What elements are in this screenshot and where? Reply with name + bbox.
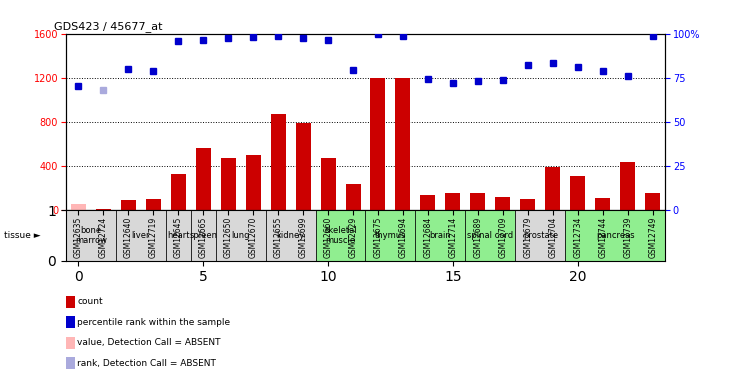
Text: rank, Detection Call = ABSENT: rank, Detection Call = ABSENT xyxy=(77,359,216,368)
FancyBboxPatch shape xyxy=(166,210,191,261)
Bar xyxy=(420,195,436,210)
Bar xyxy=(71,204,86,210)
FancyBboxPatch shape xyxy=(316,210,366,261)
Text: prostate: prostate xyxy=(523,231,558,240)
FancyBboxPatch shape xyxy=(515,210,565,261)
Text: count: count xyxy=(77,297,103,306)
Bar xyxy=(620,162,635,210)
Bar xyxy=(246,155,260,210)
Text: pancreas: pancreas xyxy=(596,231,635,240)
Text: GDS423 / 45677_at: GDS423 / 45677_at xyxy=(54,22,162,33)
Bar xyxy=(595,198,610,210)
Text: spinal cord: spinal cord xyxy=(467,231,513,240)
Text: lung: lung xyxy=(232,231,250,240)
FancyBboxPatch shape xyxy=(565,210,665,261)
Bar xyxy=(145,199,161,210)
FancyBboxPatch shape xyxy=(66,210,115,261)
Text: heart: heart xyxy=(167,231,189,240)
Text: liver: liver xyxy=(132,231,150,240)
FancyBboxPatch shape xyxy=(466,210,515,261)
Bar xyxy=(445,194,461,210)
Bar xyxy=(346,184,360,210)
Text: kidney: kidney xyxy=(276,231,305,240)
Text: percentile rank within the sample: percentile rank within the sample xyxy=(77,318,230,327)
FancyBboxPatch shape xyxy=(191,210,216,261)
Bar xyxy=(196,148,211,210)
FancyBboxPatch shape xyxy=(216,210,265,261)
FancyBboxPatch shape xyxy=(265,210,316,261)
Bar xyxy=(496,197,510,210)
FancyBboxPatch shape xyxy=(115,210,166,261)
Bar xyxy=(545,167,560,210)
Bar xyxy=(570,176,586,210)
FancyBboxPatch shape xyxy=(366,210,415,261)
Text: spleen: spleen xyxy=(189,231,217,240)
Text: value, Detection Call = ABSENT: value, Detection Call = ABSENT xyxy=(77,338,221,347)
Text: thymus: thymus xyxy=(375,231,406,240)
Bar xyxy=(121,200,136,210)
Bar xyxy=(221,158,235,210)
Text: bone
marrow: bone marrow xyxy=(75,226,107,245)
Bar xyxy=(371,78,385,210)
Text: skeletal
muscle: skeletal muscle xyxy=(325,226,357,245)
Bar xyxy=(645,194,660,210)
Bar xyxy=(320,158,336,210)
Bar xyxy=(295,123,311,210)
Bar xyxy=(471,194,485,210)
Text: tissue ►: tissue ► xyxy=(4,231,40,240)
Text: brain: brain xyxy=(430,231,451,240)
FancyBboxPatch shape xyxy=(415,210,466,261)
Bar xyxy=(395,78,410,210)
Bar xyxy=(520,199,535,210)
Bar xyxy=(170,174,186,210)
Bar xyxy=(270,114,286,210)
